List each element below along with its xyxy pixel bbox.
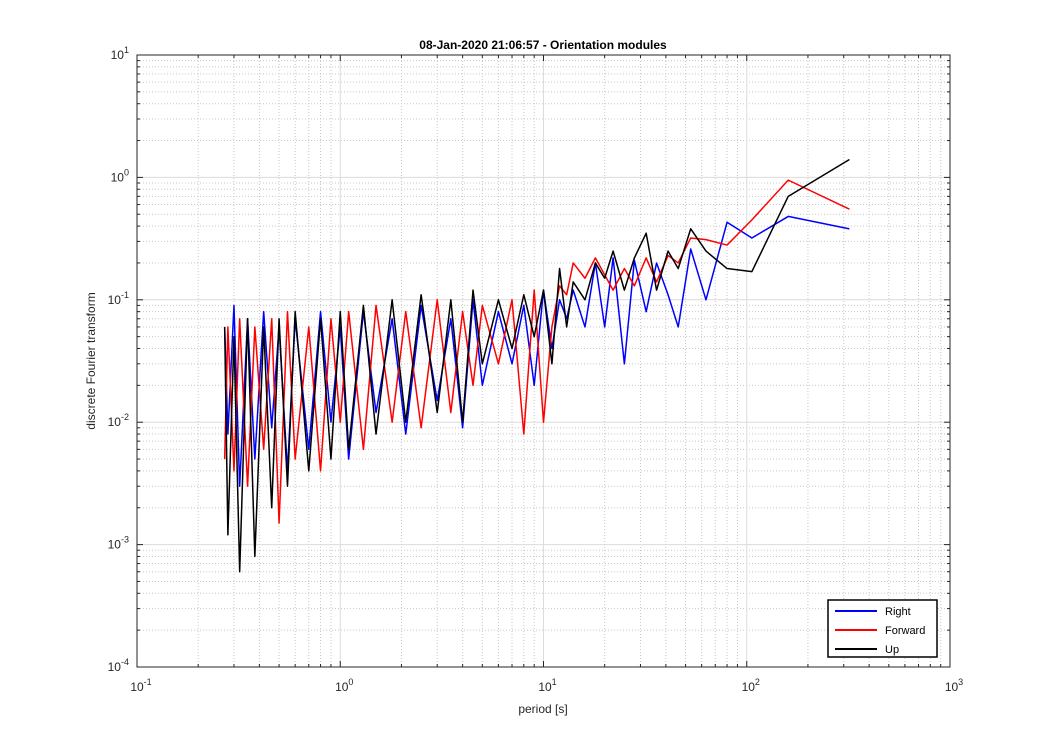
legend-box — [827, 599, 938, 658]
legend-label-up: Up — [885, 644, 899, 656]
chart-title: 08-Jan-2020 21:06:57 - Orientation modul… — [419, 38, 667, 52]
series-layer — [223, 158, 850, 573]
x-tick-label: 103 — [945, 677, 963, 694]
legend[interactable]: Right Forward Up — [827, 599, 938, 658]
y-tick-label: 10-1 — [108, 290, 129, 307]
legend-label-forward: Forward — [885, 625, 925, 637]
y-tick-label: 100 — [111, 167, 129, 184]
legend-label-right: Right — [885, 606, 911, 618]
x-tick-label: 101 — [538, 677, 556, 694]
y-axis-label: discrete Fourier transform — [84, 292, 98, 429]
y-tick-label: 101 — [111, 45, 129, 62]
series-line-up — [223, 158, 850, 573]
x-tick-label: 100 — [335, 677, 353, 694]
x-tick-labels: 10-1 100 101 102 103 — [130, 677, 963, 694]
x-tick-label: 10-1 — [130, 677, 151, 694]
y-tick-labels: 10-4 10-3 10-2 10-1 100 101 — [108, 45, 129, 674]
y-tick-label: 10-3 — [108, 535, 129, 552]
ticks-layer — [136, 54, 951, 668]
x-axis-label: period [s] — [518, 702, 567, 716]
y-tick-label: 10-4 — [108, 657, 129, 674]
y-tick-label: 10-2 — [108, 412, 129, 429]
x-tick-label: 102 — [742, 677, 760, 694]
